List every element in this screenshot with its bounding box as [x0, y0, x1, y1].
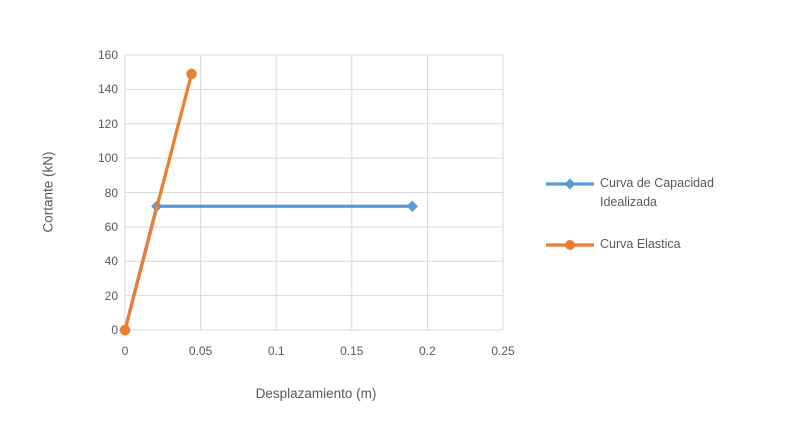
x-tick-label: 0.2 — [419, 344, 436, 358]
x-tick-label: 0.15 — [340, 344, 364, 358]
legend-swatch-circle — [546, 239, 594, 250]
series-line — [123, 72, 194, 332]
series-idealizada — [119, 200, 419, 336]
data-point-diamond — [564, 178, 576, 190]
x-tick-label: 0 — [121, 344, 129, 358]
x-tick-label: 0.05 — [188, 344, 213, 358]
legend-label: Curva de Capacidad Idealizada — [600, 176, 714, 210]
legend-label: Curva Elastica — [600, 236, 681, 251]
y-tick-label: 80 — [104, 185, 118, 200]
y-tick-label: 20 — [104, 288, 118, 303]
x-tick-label: 0.1 — [267, 344, 285, 358]
data-point-circle — [565, 239, 575, 250]
y-axis-title: Cortante (kN) — [40, 151, 56, 233]
data-point-circle — [119, 324, 131, 336]
data-point-circle — [186, 68, 197, 80]
series-line — [123, 204, 414, 332]
y-tick-label: 0 — [111, 323, 118, 337]
legend-swatch-diamond — [546, 178, 594, 190]
y-tick-label: 140 — [97, 82, 118, 97]
legend-item: Curva de Capacidad Idealizada — [546, 174, 732, 213]
y-tick-label: 120 — [97, 116, 118, 131]
legend: Curva de Capacidad Idealizada Curva Elast… — [546, 174, 732, 254]
data-point-diamond — [406, 200, 419, 212]
y-tick-label: 60 — [104, 219, 118, 234]
y-tick-label: 160 — [97, 48, 118, 62]
y-tick-label: 100 — [97, 151, 118, 166]
series-elastica — [119, 68, 197, 336]
x-axis-title: Desplazamiento (m) — [255, 386, 377, 401]
legend-item: Curva Elastica — [546, 235, 732, 254]
x-tick-label: 0.25 — [491, 344, 515, 358]
y-tick-label: 40 — [104, 254, 118, 269]
